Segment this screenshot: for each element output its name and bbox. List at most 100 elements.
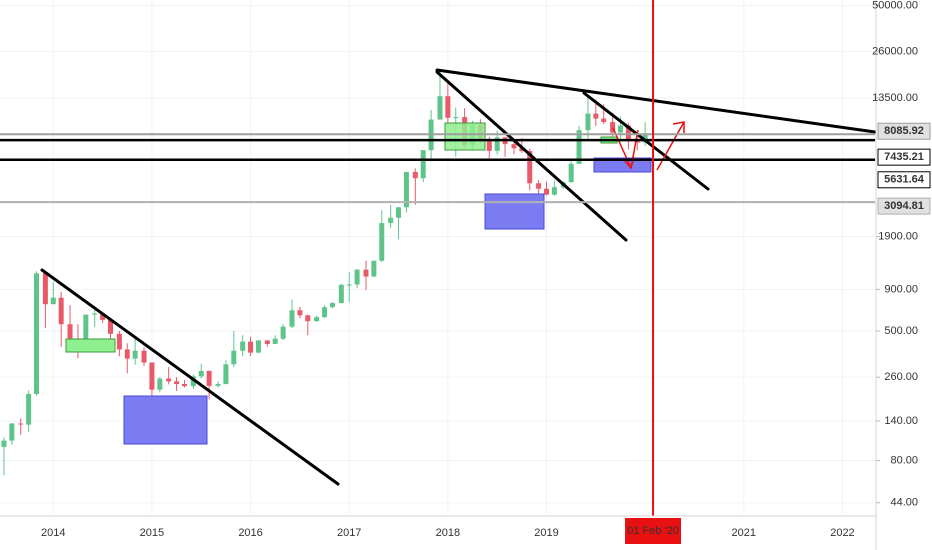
blue-zone — [593, 157, 652, 173]
candle-body — [610, 122, 616, 133]
candle-body — [642, 134, 648, 143]
y-tick-label: 140.00 — [884, 415, 918, 427]
x-tick-label: 2022 — [830, 527, 854, 539]
candle-body — [116, 333, 122, 350]
candle-body — [231, 350, 237, 365]
candle-body — [174, 381, 180, 385]
candle-body — [403, 171, 409, 208]
candle-body — [486, 139, 492, 151]
x-tick-label: 2019 — [534, 527, 558, 539]
price-lines — [0, 0, 875, 516]
candle-body — [26, 393, 32, 425]
price-label: 8085.92 — [884, 125, 924, 137]
candle-body — [445, 96, 451, 118]
arrow — [630, 129, 639, 169]
candle-body — [58, 297, 64, 325]
blue-zone — [123, 395, 208, 445]
price-label-bg — [877, 171, 931, 189]
y-tick-label: 44.00 — [890, 497, 918, 509]
candle-body — [396, 207, 402, 218]
candle-body — [132, 350, 138, 359]
price-label-bg — [877, 197, 931, 215]
drawings — [40, 68, 877, 486]
candle-body — [379, 223, 385, 261]
candle-body — [240, 341, 246, 351]
green-zone — [444, 122, 486, 151]
y-tick-label: 50000.00 — [872, 0, 918, 11]
candle-body — [601, 118, 607, 123]
green-zone — [65, 338, 116, 353]
y-tick-label: 13500.00 — [872, 92, 918, 104]
y-tick-label: 80.00 — [890, 454, 918, 466]
candle-body — [264, 340, 270, 344]
candle-body — [124, 349, 130, 359]
trend-line — [40, 268, 340, 486]
candle-body — [33, 273, 39, 394]
candle-body — [593, 113, 599, 119]
candle-body — [42, 273, 48, 305]
candle-body — [1, 440, 7, 447]
candle-body — [280, 326, 286, 339]
candle-body — [519, 148, 525, 152]
x-tick-label: 2015 — [140, 527, 164, 539]
candle-body — [346, 284, 352, 286]
candle-body — [107, 319, 113, 334]
candle-body — [576, 130, 582, 164]
candle-body — [272, 338, 278, 344]
price-label-bg — [877, 148, 931, 166]
price-label: 5631.64 — [884, 174, 925, 186]
candle-body — [412, 171, 418, 179]
candle-body — [141, 350, 147, 363]
arrow-head — [672, 121, 685, 133]
x-tick-label: 2014 — [41, 527, 65, 539]
candle-body — [617, 125, 623, 133]
y-axis-panel — [876, 0, 932, 550]
x-tick-label: 2018 — [436, 527, 460, 539]
candle-body — [354, 269, 360, 285]
candle-body — [18, 423, 24, 425]
x-tick-label: 2021 — [732, 527, 756, 539]
candle-body — [157, 378, 163, 390]
price-label: 3094.81 — [884, 200, 924, 212]
y-tick-label: 900.00 — [884, 283, 918, 295]
y-tick-label: 260.00 — [884, 371, 918, 383]
y-tick-label: 1900.00 — [878, 230, 918, 242]
candle-body — [568, 163, 574, 183]
candle-body — [494, 137, 500, 151]
candle-body — [181, 384, 187, 387]
x-tick-label: 2017 — [337, 527, 361, 539]
candle-body — [50, 297, 56, 305]
candle-body — [338, 284, 344, 303]
x-axis-panel — [0, 516, 932, 550]
cursor-label: 01 Feb '20 — [627, 525, 679, 537]
candle-body — [453, 117, 459, 119]
candle-body — [329, 302, 335, 308]
candle-body — [255, 340, 261, 353]
candle-body — [206, 370, 212, 386]
candle-body — [314, 317, 320, 322]
candle-body — [248, 341, 254, 353]
candle-body — [166, 378, 172, 382]
candle-body — [322, 307, 328, 318]
y-tick-label: 26000.00 — [872, 46, 918, 58]
candle-body — [536, 183, 542, 189]
price-label: 7435.21 — [884, 151, 924, 163]
candle-body — [149, 362, 155, 390]
candle-body — [92, 313, 98, 315]
candle-body — [625, 125, 631, 140]
candle-body — [289, 310, 295, 327]
candle-body — [100, 313, 106, 320]
candle-body — [544, 188, 550, 195]
arrow — [656, 121, 685, 171]
candle-body — [305, 315, 311, 322]
candle-body — [215, 384, 221, 386]
candle-body — [297, 310, 303, 316]
candle-body — [437, 96, 443, 120]
candle-body — [511, 144, 517, 149]
candle-body — [223, 364, 229, 385]
candle-body — [388, 217, 394, 224]
